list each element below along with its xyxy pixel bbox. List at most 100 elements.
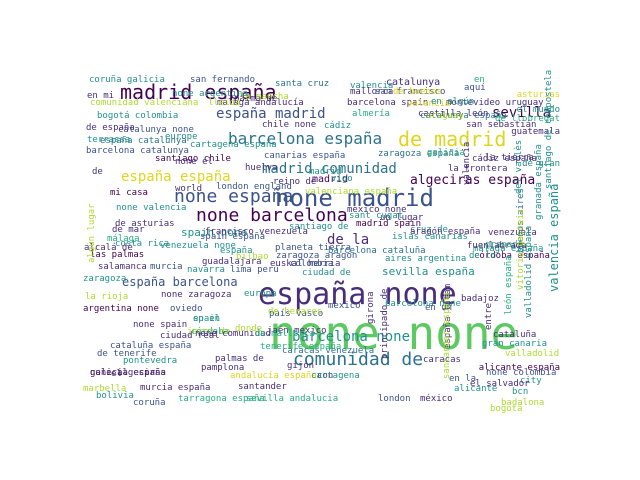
word: barcelona none xyxy=(292,329,411,345)
word: ciudad de xyxy=(302,268,351,278)
word: de xyxy=(92,167,103,177)
word: barcelona spain xyxy=(347,98,429,108)
word: fuenlabrada xyxy=(467,241,527,251)
word: de mar xyxy=(112,225,145,235)
word: barcelona catalunya xyxy=(86,146,189,156)
word: asturias xyxy=(516,90,560,100)
word: zaragoza aragón xyxy=(276,251,358,261)
word: comunidad valenciana xyxy=(90,98,199,108)
word: españa xyxy=(220,246,253,256)
word: santander españa xyxy=(442,292,452,379)
word: madrid xyxy=(312,174,349,185)
word: algeciras españa xyxy=(410,173,536,188)
word: cataluña españa xyxy=(110,341,192,351)
word: guadalajara xyxy=(202,257,262,267)
word: santiago de compostela xyxy=(544,70,554,190)
word: de madrid xyxy=(398,127,507,151)
word: murcia españa xyxy=(140,383,211,393)
word: bcn xyxy=(512,387,529,397)
word: reino de xyxy=(273,177,317,187)
word: cataluña xyxy=(493,330,537,340)
word: en xyxy=(474,75,485,85)
word: de la xyxy=(327,232,370,248)
word: alicante españa xyxy=(478,363,560,373)
word: de henares xyxy=(268,307,323,317)
word: aires argentina xyxy=(385,254,467,264)
word: coruña galicia xyxy=(89,75,165,85)
word: pamplona xyxy=(201,363,245,373)
word: comunidad de xyxy=(293,349,424,370)
word: castilla león xyxy=(418,109,489,119)
word: de españa xyxy=(86,123,135,133)
word: santiago chile xyxy=(155,154,231,164)
word: valencia xyxy=(462,141,472,185)
word: euskal herria xyxy=(270,259,341,269)
word: mi casa xyxy=(110,188,148,198)
word: barcelona none xyxy=(385,299,461,309)
word: sevilla andalucia xyxy=(246,394,339,404)
word: españa españa xyxy=(121,169,231,185)
word: sevilla españa xyxy=(382,265,475,278)
word: catalunya none xyxy=(118,125,194,135)
word: de mallorca xyxy=(255,329,315,339)
word: méxico xyxy=(420,394,453,404)
word: jaén mexico xyxy=(267,326,327,336)
word: pontevedra xyxy=(123,356,178,366)
word: caracas xyxy=(423,355,461,365)
word: tenerife españa xyxy=(260,342,342,352)
word: marbella xyxy=(83,384,127,394)
word: none españa xyxy=(174,186,294,207)
word: de asturias xyxy=(115,219,175,229)
word: aragón españa xyxy=(410,227,481,237)
word: barcelona españa xyxy=(228,129,383,148)
word: valenciana españa xyxy=(305,187,398,197)
word: málaga andalucía xyxy=(217,98,304,108)
word: salamanca xyxy=(98,262,147,272)
word: de llobregat xyxy=(494,114,560,124)
word: costa rica xyxy=(115,239,170,249)
word: madrid spain xyxy=(356,219,422,229)
word: city xyxy=(520,376,542,386)
word: guatemala xyxy=(511,127,560,137)
word: las palmas xyxy=(90,250,145,260)
word: cartagena xyxy=(311,371,360,381)
word: none colombia xyxy=(486,368,557,378)
word: valencia xyxy=(407,99,451,109)
word: murcia xyxy=(150,262,183,272)
word: valencia xyxy=(350,81,394,91)
word: none argentina xyxy=(172,89,248,99)
word: la tierra xyxy=(485,153,534,163)
word: granada xyxy=(485,240,523,250)
word: canarias españa xyxy=(264,151,346,161)
word: málaga xyxy=(107,234,140,244)
word: london xyxy=(378,394,411,404)
word: el mundo xyxy=(516,105,560,115)
word: donde xyxy=(235,324,263,334)
word: barcelona cataluña xyxy=(328,246,426,256)
word: en mi xyxy=(87,91,115,101)
word: none spain xyxy=(133,320,188,330)
word: cádiz españa xyxy=(472,154,538,164)
word: none valencia xyxy=(116,203,187,213)
word: córdoba xyxy=(191,327,229,337)
word: bilbao xyxy=(236,252,269,262)
word: sant cugat xyxy=(349,211,404,221)
word: madrid xyxy=(309,167,342,177)
word: el xyxy=(111,369,122,379)
word: venezuela none xyxy=(160,241,236,251)
word: uruguay xyxy=(426,111,464,121)
word: oviedo xyxy=(170,304,203,314)
word: catalunya xyxy=(386,77,441,88)
word: huelva xyxy=(245,163,278,173)
word: en el xyxy=(193,314,221,324)
word: santa cruz xyxy=(275,79,330,89)
word: gijón xyxy=(287,361,315,371)
word: palmas de xyxy=(215,354,264,364)
word: bogotá colombia xyxy=(97,111,179,121)
word: europa xyxy=(244,289,277,299)
word: madrid comunidad xyxy=(262,161,397,177)
word: colombia xyxy=(290,259,334,269)
word: san francisco xyxy=(375,87,446,97)
word: spain xyxy=(193,314,221,324)
word: cádiz xyxy=(324,121,352,131)
